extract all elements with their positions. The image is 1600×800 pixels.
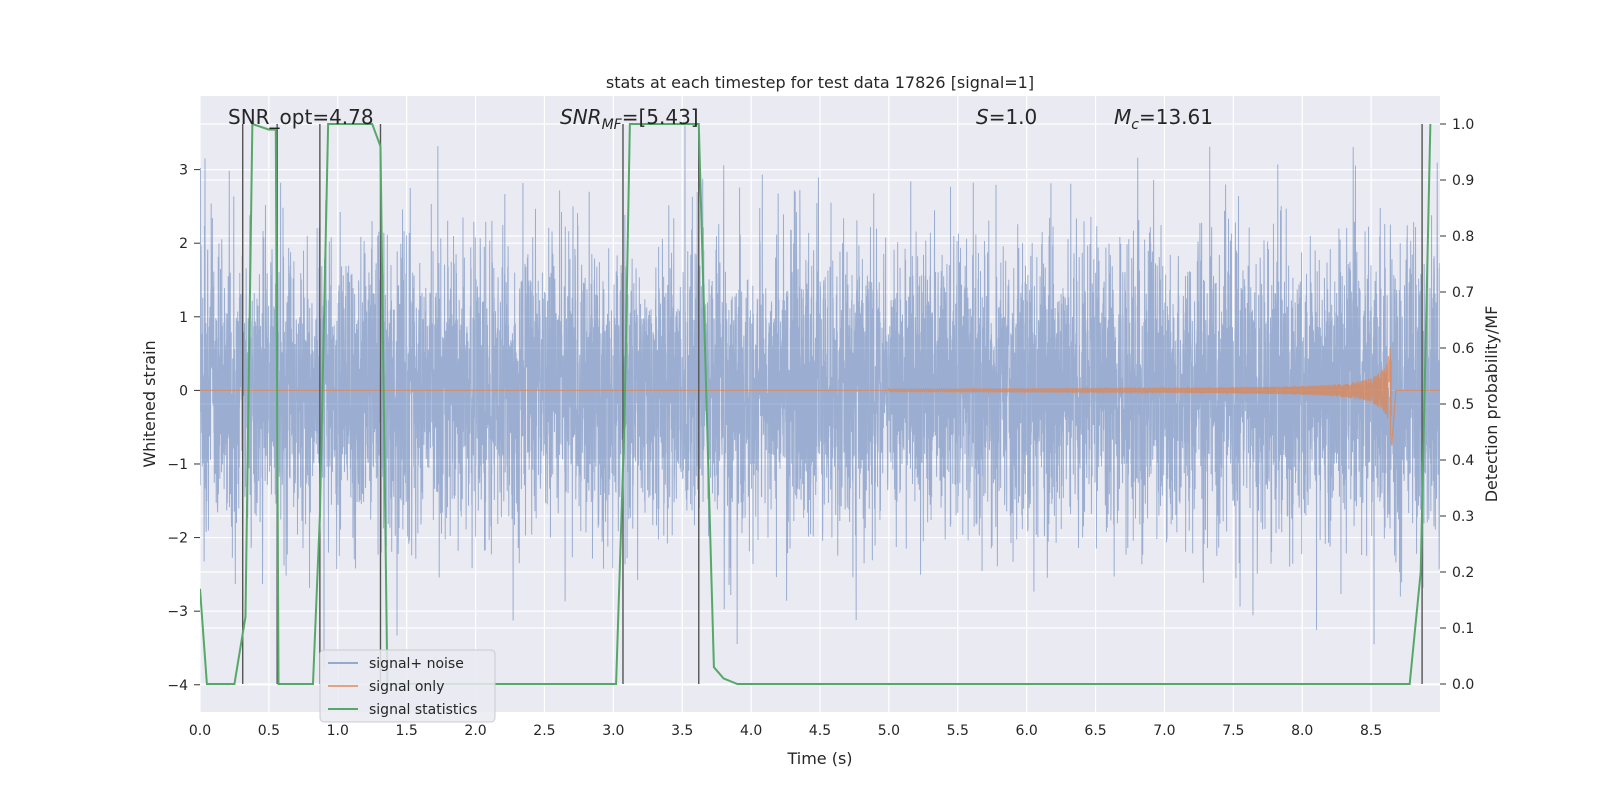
annotation-mc: Mc=13.61 [1114,105,1213,133]
annotation-snr-mf: SNRMF=[5.43] [560,105,699,133]
x-tick-label: 1.5 [396,723,418,739]
y2-tick-label: 0.0 [1452,677,1474,693]
x-tick-label: 7.0 [1153,723,1175,739]
y2-tick-label: 0.6 [1452,341,1474,357]
x-tick-label: 1.0 [327,723,349,739]
y-tick-label: −1 [167,457,188,473]
y-tick-label: −3 [167,604,188,620]
x-axis-ticks: 0.0 0.5 1.0 1.5 2.0 2.5 3.0 3.5 4.0 4.5 5.0 5.5 6.0 6… [189,723,1382,739]
x-tick-label: 7.5 [1222,723,1244,739]
y2-tick-label: 0.9 [1452,173,1474,189]
annotation-snr-opt: SNR_opt=4.78 [228,105,374,129]
x-tick-label: 3.0 [602,723,624,739]
x-tick-label: 5.0 [878,723,900,739]
x-tick-label: 5.5 [947,723,969,739]
annotation-s: S=1.0 [976,105,1037,129]
annotation-mc-main: M [1114,105,1131,129]
legend-label-statistics: signal statistics [369,702,477,718]
annotation-s-main: S [976,105,989,129]
series-layer [200,125,1440,671]
y2-tick-label: 1.0 [1452,117,1474,133]
series-signal-statistics [200,122,1432,685]
y2-tick-label: 0.3 [1452,509,1474,525]
y-tick-label: 1 [179,310,188,326]
annotation-mc-sub: c [1131,117,1139,133]
annotation-snr-mf-tail: =[5.43] [622,105,699,129]
x-tick-label: 4.5 [809,723,831,739]
y2-tick-label: 0.1 [1452,621,1474,637]
x-tick-label: 2.0 [464,723,486,739]
annotation-mc-tail: =13.61 [1139,105,1213,129]
y2-axis-label: Detection probability/MF [1482,306,1501,503]
x-tick-label: 6.0 [1016,723,1038,739]
series-signal-only [200,347,1440,446]
statistics-layer [200,122,1432,685]
y2-tick-label: 0.8 [1452,229,1474,245]
y-axis-ticks: 3 2 1 0 −1 −2 −3 −4 [167,163,200,694]
y2-tick-label: 0.5 [1452,397,1474,413]
x-tick-label: 8.0 [1291,723,1313,739]
y2-tick-label: 0.2 [1452,565,1474,581]
x-tick-label: 2.5 [533,723,555,739]
x-axis-label: Time (s) [786,749,852,768]
x-tick-label: 4.0 [740,723,762,739]
y-tick-label: 0 [179,383,188,399]
legend: signal+ noise signal only signal statist… [319,649,496,723]
legend-label-noise: signal+ noise [369,656,464,672]
y-tick-label: 3 [179,163,188,179]
chart-title: stats at each timestep for test data 178… [606,73,1034,92]
x-tick-label: 0.5 [258,723,280,739]
y-axis-label: Whitened strain [140,340,159,467]
y2-tick-label: 0.7 [1452,285,1474,301]
x-tick-label: 8.5 [1360,723,1382,739]
x-tick-label: 3.5 [671,723,693,739]
legend-label-signal: signal only [369,679,444,695]
x-tick-label: 0.0 [189,723,211,739]
annotation-snr-mf-main: SNR [560,105,602,129]
y-tick-label: −4 [167,678,188,694]
annotation-snr-mf-sub: MF [602,117,623,133]
x-tick-label: 6.5 [1084,723,1106,739]
annotation-s-tail: =1.0 [989,105,1038,129]
series-signal-noise [200,125,1440,671]
y-tick-label: 2 [179,236,188,252]
y2-tick-label: 0.4 [1452,453,1474,469]
annotations: SNR_opt=4.78 SNRMF=[5.43] S=1.0 Mc=13.61 [228,105,1213,133]
y2-axis-ticks: 1.0 0.9 0.8 0.7 0.6 0.5 0.4 0.3 0.2 0.1 0.0 [1440,117,1474,693]
y-tick-label: −2 [167,531,188,547]
legend-box [319,649,496,723]
